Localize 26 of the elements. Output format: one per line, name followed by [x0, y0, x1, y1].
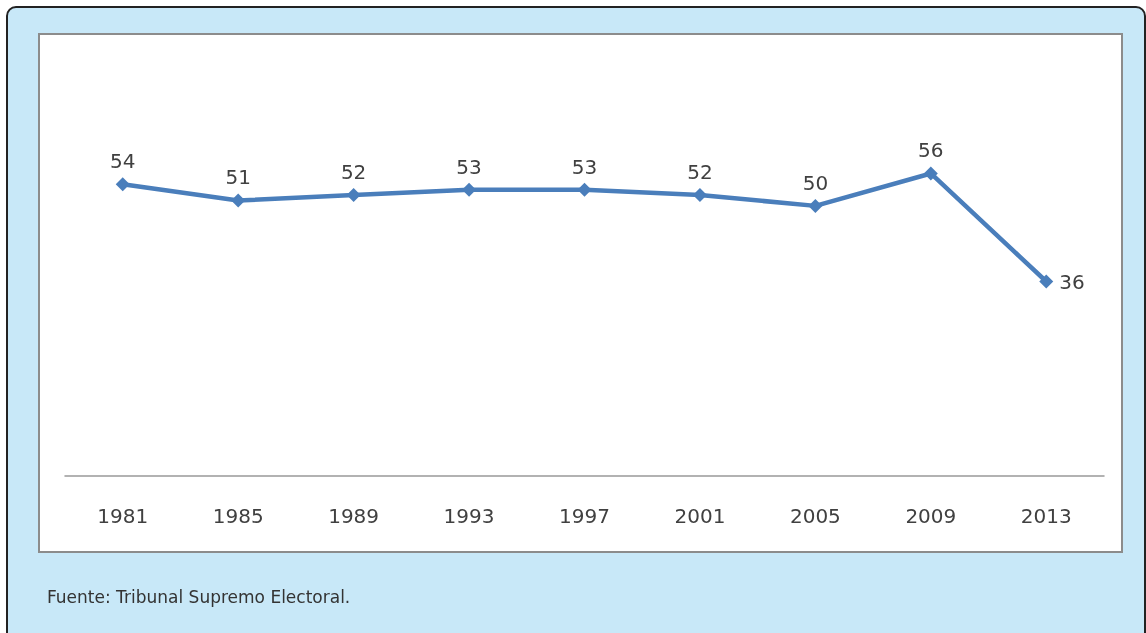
point	[923, 166, 938, 181]
x-tick-label: 1981	[97, 504, 149, 528]
x-tick-label: 2001	[674, 504, 726, 528]
point	[115, 177, 130, 192]
data-label: 51	[225, 165, 251, 190]
point	[231, 193, 246, 208]
source-note: Fuente: Tribunal Supremo Electoral.	[47, 587, 351, 607]
data-label: 52	[340, 160, 367, 185]
data-label: 56	[918, 138, 944, 163]
point	[346, 188, 361, 203]
x-tick-label: 1989	[328, 504, 380, 528]
x-tick-label: 1985	[212, 504, 264, 528]
data-label: 50	[802, 170, 829, 195]
x-tick-label: 2013	[1020, 504, 1072, 528]
data-label: 52	[687, 160, 713, 185]
data-label: 53	[456, 154, 482, 179]
point	[577, 182, 592, 197]
x-tick-label: 1997	[559, 504, 610, 528]
data-label: 36	[1059, 269, 1085, 294]
x-tick-label: 1993	[443, 504, 495, 528]
point	[808, 198, 823, 213]
point	[1039, 274, 1054, 289]
data-label: 53	[571, 154, 598, 179]
x-tick-label: 2009	[905, 504, 957, 528]
data-label: 54	[110, 149, 136, 174]
x-tick-label: 2005	[789, 504, 841, 528]
